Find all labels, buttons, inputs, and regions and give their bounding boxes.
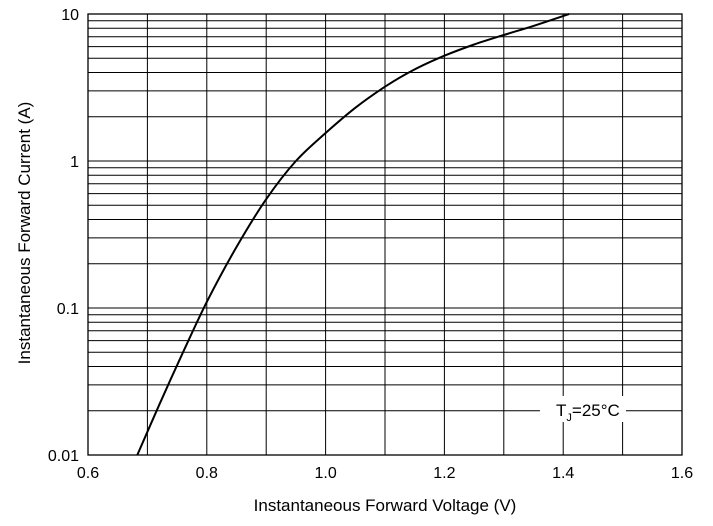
- y-tick-label: 1: [70, 154, 79, 171]
- x-tick-label: 0.8: [196, 465, 218, 482]
- x-axis-label: Instantaneous Forward Voltage (V): [254, 496, 517, 515]
- y-axis-label: Instantaneous Forward Current (A): [15, 102, 34, 365]
- y-tick-labels: 0.01 0.1 1 10: [48, 7, 79, 465]
- annotation-tj: TJ=25°C: [556, 401, 620, 424]
- y-tick-label: 0.1: [57, 301, 79, 318]
- y-tick-label: 0.01: [48, 448, 79, 465]
- x-tick-label: 1.6: [671, 465, 693, 482]
- grid: [88, 14, 682, 455]
- x-tick-labels: 0.6 0.8 1.0 1.2 1.4 1.6: [77, 465, 693, 482]
- plot-frame: [87, 13, 683, 456]
- x-tick-label: 1.2: [433, 465, 455, 482]
- x-tick-label: 0.6: [77, 465, 99, 482]
- y-tick-label: 10: [61, 7, 79, 24]
- x-tick-label: 1.0: [314, 465, 336, 482]
- series-line: [136, 13, 570, 456]
- x-tick-label: 1.4: [552, 465, 574, 482]
- annotation-background: [540, 396, 626, 422]
